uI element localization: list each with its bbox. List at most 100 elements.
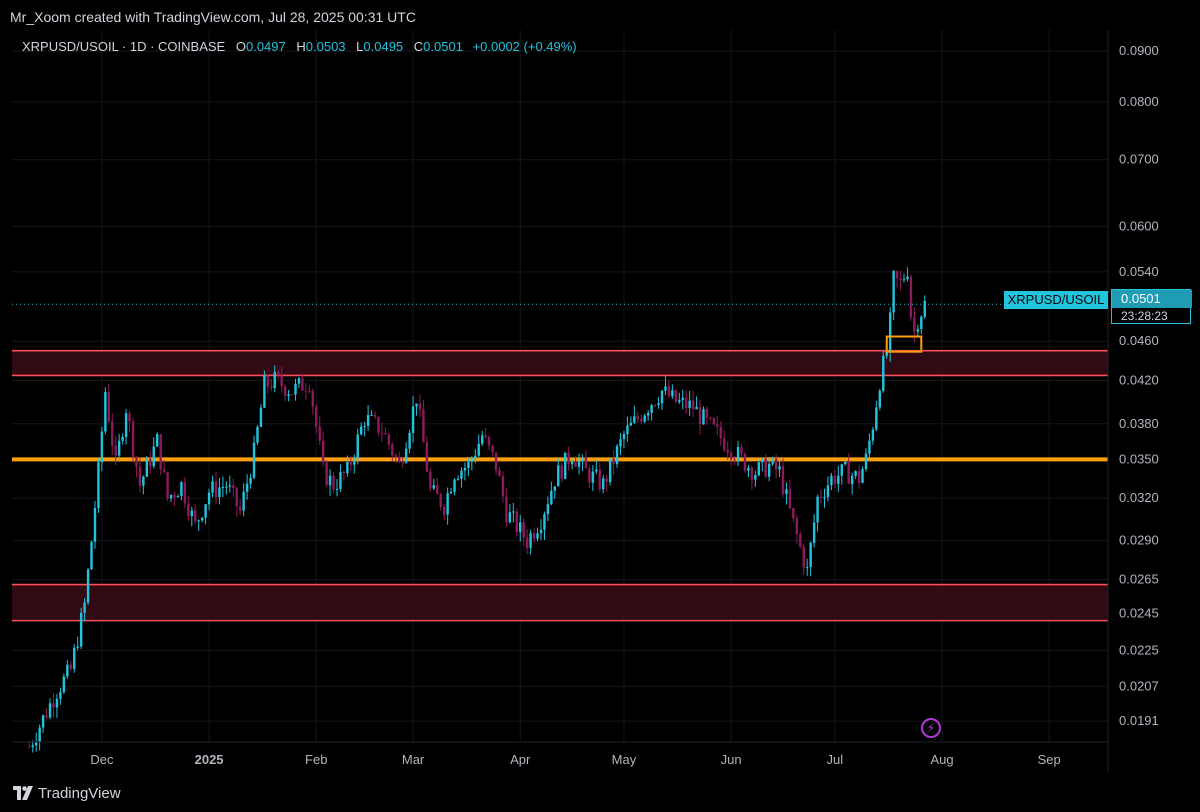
candle-body [740, 447, 743, 454]
candle-body [774, 458, 778, 470]
bottom-bar [0, 776, 1200, 812]
candle-body [480, 435, 484, 444]
candle-body [93, 508, 97, 542]
candle-body [214, 481, 218, 498]
y-tick-label: 0.0800 [1119, 94, 1159, 109]
candle-body [363, 425, 366, 427]
y-tick-label: 0.0225 [1119, 642, 1159, 657]
candle-body [283, 386, 287, 396]
candle-body [256, 426, 259, 443]
candle-body [339, 472, 342, 489]
candle-body [709, 417, 712, 419]
y-tick-label: 0.0540 [1119, 264, 1159, 279]
candle-body [76, 646, 79, 648]
y-tick-label: 0.0700 [1119, 152, 1159, 167]
candle-body [321, 440, 325, 463]
candle-body [698, 406, 702, 425]
candle-body [868, 440, 871, 454]
candle-body [785, 489, 788, 494]
candle-body [83, 602, 86, 613]
candle-body [795, 518, 799, 535]
candle-body [691, 400, 695, 410]
y-tick-label: 0.0900 [1119, 43, 1159, 58]
candle-body [391, 444, 394, 456]
candle-body [235, 487, 238, 507]
candle-body [736, 447, 740, 461]
candle-body [384, 432, 387, 435]
candle-body [211, 481, 214, 493]
candle-body [636, 416, 640, 419]
candle-body [688, 400, 691, 409]
candle-body [359, 426, 363, 435]
tradingview-brand[interactable]: TradingView [38, 785, 121, 802]
candle-body [301, 378, 304, 391]
candle-body [515, 511, 518, 533]
candle-body [920, 316, 923, 330]
candle-body [678, 399, 681, 402]
candle-body [854, 471, 857, 476]
candle-body [422, 409, 425, 443]
candle-body [581, 457, 584, 462]
candle-body [598, 469, 601, 490]
candles [28, 267, 926, 753]
candle-body [221, 486, 225, 488]
candle-body [373, 414, 377, 417]
candle-body [857, 471, 861, 483]
candle-body [695, 406, 698, 410]
candle-body [788, 489, 792, 508]
candle-body [66, 664, 69, 677]
candle-body [346, 462, 349, 474]
tradingview-logo-icon[interactable] [12, 783, 34, 803]
legend-open-value: 0.0497 [245, 39, 286, 54]
candle-body [411, 406, 415, 433]
candle-body [149, 458, 152, 467]
candle-body [812, 522, 816, 543]
candle-body [674, 390, 678, 402]
candle-body [28, 746, 31, 748]
candle-body [723, 438, 726, 451]
candle-body [754, 474, 757, 480]
candle-body [100, 431, 104, 463]
legend-symbol[interactable]: XRPUSD/USOIL · 1D · COINBASE [22, 39, 226, 54]
candle-body [508, 512, 512, 523]
candle-body [197, 520, 200, 522]
candle-body [245, 483, 249, 492]
candle-body [805, 567, 809, 569]
candle-body [702, 409, 705, 425]
candle-body [484, 435, 487, 437]
y-tick-label: 0.0420 [1119, 373, 1159, 388]
chart-frame[interactable] [10, 32, 1190, 772]
candle-body [166, 472, 169, 499]
candle-body [892, 271, 895, 313]
candle-body [252, 442, 256, 478]
candle-body [124, 413, 128, 437]
candle-body [778, 466, 781, 470]
candle-body [577, 461, 581, 467]
candle-body [505, 496, 508, 523]
lightning-icon[interactable]: ⚡ [921, 718, 941, 738]
candle-body [69, 664, 72, 669]
candle-body [467, 461, 470, 468]
candle-body [228, 485, 232, 487]
last-price-value: 0.0501 [1112, 290, 1192, 308]
candle-body [660, 390, 664, 404]
candle-body [671, 390, 674, 397]
candle-body [470, 458, 474, 462]
candle-body [840, 464, 843, 476]
candle-body [460, 470, 463, 479]
candle-body [532, 533, 536, 539]
candle-body [487, 436, 491, 446]
candle-body [646, 412, 650, 416]
candle-body [114, 445, 117, 456]
candle-body [771, 458, 774, 464]
candle-body [349, 462, 353, 465]
candle-body [259, 407, 263, 427]
candle-body [570, 461, 574, 465]
candle-body [536, 533, 539, 539]
candle-body [38, 727, 41, 742]
candle-body [86, 569, 90, 603]
candle-body [377, 416, 380, 433]
top-bar: Mr_Xoom created with TradingView.com, Ju… [0, 0, 1200, 32]
candle-body [895, 271, 899, 279]
